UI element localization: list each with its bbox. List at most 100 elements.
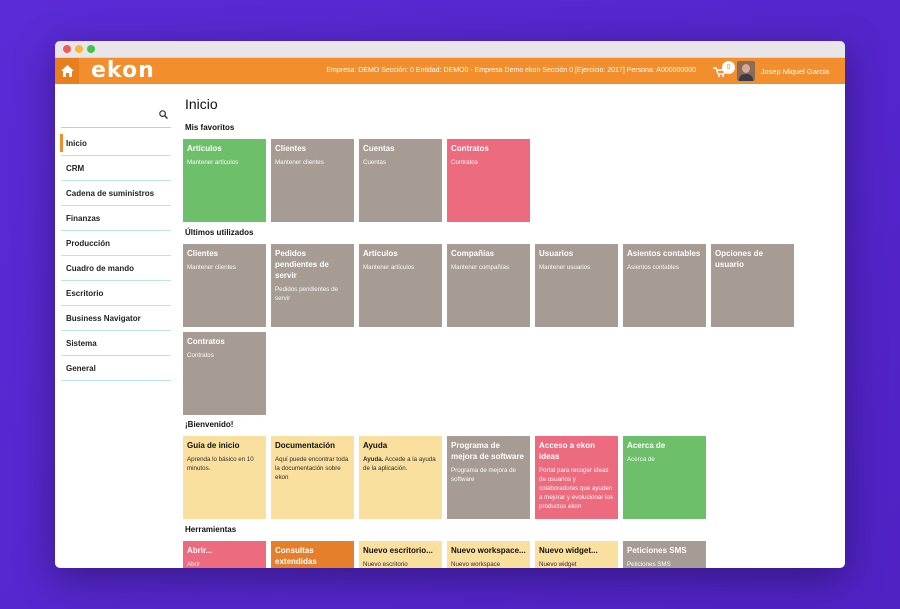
maximize-window-button[interactable] — [87, 45, 95, 53]
tile-subtitle: Portal para recoger ideas de usuarios y … — [539, 467, 613, 510]
tile-subtitle: Pedidos pendientes de servir — [275, 286, 338, 302]
tile-title: Contratos — [187, 337, 225, 346]
tool-tile[interactable]: Consultas extendidas — [271, 541, 354, 568]
welcome-tile[interactable]: Acerca de Acerca de — [623, 436, 706, 519]
tool-tile[interactable]: Nuevo widget... Nuevo widget — [535, 541, 618, 568]
favorite-tile[interactable]: Clientes Mantener clientes — [271, 139, 354, 222]
tile-title: Acerca de — [627, 441, 666, 450]
main-content: Inicio Mis favoritos Artículos Mantener … — [183, 84, 845, 568]
welcome-tile[interactable]: Programa de mejora de software Programa … — [447, 436, 530, 519]
tile-title: Compañías — [451, 249, 495, 258]
tile-subtitle: Mantener clientes — [275, 159, 324, 166]
tile-subtitle: Abrir — [187, 561, 201, 568]
tool-tile[interactable]: Nuevo escritorio... Nuevo escritorio — [359, 541, 442, 568]
tile-title: Usuarios — [539, 249, 574, 258]
tile-subtitle: Peticiones SMS — [627, 561, 671, 568]
sidebar-item-cuadro-de-mando[interactable]: Cuadro de mando — [61, 256, 171, 281]
recent-tile[interactable]: Compañías Mantener compañías — [447, 244, 530, 327]
tile-subtitle: Programa de mejora de software — [451, 467, 517, 483]
tile-title: Pedidos pendientes de servir — [275, 249, 329, 280]
sidebar-item-general[interactable]: General — [61, 356, 171, 381]
search-icon — [159, 110, 168, 119]
recent-tile[interactable]: Contratos Contratos — [183, 332, 266, 415]
tile-subtitle-text: Accede a la ayuda de la aplicación. — [363, 456, 436, 472]
tile-subtitle: Asientos contables — [627, 264, 679, 271]
tile-title: Nuevo escritorio... — [363, 546, 433, 555]
tools-section-title: Herramientas — [185, 525, 237, 534]
tile-title: Peticiones SMS — [627, 546, 687, 555]
tile-subtitle: Contratos — [451, 159, 478, 166]
recent-tile[interactable]: Asientos contables Asientos contables — [623, 244, 706, 327]
sidebar-item-escritorio[interactable]: Escritorio — [61, 281, 171, 306]
sidebar-item-crm[interactable]: CRM — [61, 156, 171, 181]
tile-subtitle: Nuevo widget — [539, 561, 577, 568]
sidebar-item-produccion[interactable]: Producción — [61, 231, 171, 256]
sidebar-item-cadena-suministros[interactable]: Cadena de suministros — [61, 181, 171, 206]
tile-title: Abrir... — [187, 546, 213, 555]
welcome-tile[interactable]: Guía de inicio Aprenda lo básico en 10 m… — [183, 436, 266, 519]
app-header: ekon Empresa: DEMO Sección: 0 Entidad: D… — [55, 58, 845, 84]
recent-tile[interactable]: Clientes Mantener clientes — [183, 244, 266, 327]
tile-title: Guía de inicio — [187, 441, 240, 450]
tool-tile[interactable]: Peticiones SMS Peticiones SMS — [623, 541, 706, 568]
recent-tile[interactable]: Pedidos pendientes de servir Pedidos pen… — [271, 244, 354, 327]
recent-section-title: Últimos utilizados — [185, 228, 254, 237]
recent-tile[interactable]: Artículos Mantener artículos — [359, 244, 442, 327]
browser-window: ekon Empresa: DEMO Sección: 0 Entidad: D… — [55, 41, 845, 568]
close-window-button[interactable] — [63, 45, 71, 53]
tile-title: Ayuda — [363, 441, 388, 450]
tile-title: Programa de mejora de software — [451, 441, 524, 461]
tile-subtitle: Mantener compañías — [451, 264, 510, 271]
sidebar-item-business-navigator[interactable]: Business Navigator — [61, 306, 171, 331]
tile-title: Acceso a ekon ideas — [539, 441, 596, 461]
tool-tile[interactable]: Nuevo workspace... Nuevo workspace — [447, 541, 530, 568]
minimize-window-button[interactable] — [75, 45, 83, 53]
tile-title: Opciones de usuario — [715, 249, 764, 269]
recent-tile[interactable]: Usuarios Mantener usuarios — [535, 244, 618, 327]
tile-title: Consultas extendidas — [275, 546, 317, 566]
ekon-logo: ekon — [91, 58, 155, 83]
tile-title: Artículos — [363, 249, 398, 258]
tile-subtitle: Cuentas — [363, 159, 387, 166]
welcome-tile[interactable]: Ayuda Ayuda. Accede a la ayuda de la apl… — [359, 436, 442, 519]
context-info: Empresa: DEMO Sección: 0 Entidad: DEMO0 … — [326, 67, 696, 74]
tile-subtitle: Aquí puede encontrar toda la documentaci… — [275, 456, 349, 481]
tile-title: Nuevo widget... — [539, 546, 598, 555]
home-icon — [60, 65, 74, 77]
tile-subtitle: Mantener artículos — [363, 264, 415, 271]
tile-subtitle: Aprenda lo básico en 10 minutos. — [187, 456, 254, 472]
tool-tile[interactable]: Abrir... Abrir — [183, 541, 266, 568]
welcome-tile[interactable]: Acceso a ekon ideas Portal para recoger … — [535, 436, 618, 519]
tile-subtitle: Ayuda. Accede a la ayuda de la aplicació… — [363, 455, 438, 473]
home-button[interactable] — [55, 58, 79, 84]
sidebar-nav: Inicio CRM Cadena de suministros Finanza… — [55, 131, 183, 381]
tile-subtitle: Mantener clientes — [187, 264, 236, 271]
welcome-section-title: ¡Bienvenido! — [185, 420, 234, 429]
recent-tile[interactable]: Opciones de usuario — [711, 244, 794, 327]
user-menu[interactable]: Josep Miquel Garcia — [736, 61, 829, 81]
tile-subtitle: Mantener usuarios — [539, 264, 591, 271]
tile-subtitle: Mantener artículos — [187, 159, 239, 166]
favorite-tile[interactable]: Cuentas Cuentas — [359, 139, 442, 222]
tile-title: Nuevo workspace... — [451, 546, 526, 555]
tile-title: Cuentas — [363, 144, 395, 153]
sidebar-item-finanzas[interactable]: Finanzas — [61, 206, 171, 231]
tile-title: Clientes — [187, 249, 219, 258]
tile-title: Contratos — [451, 144, 489, 153]
tile-subtitle: Acerca de — [627, 456, 655, 463]
tile-subtitle-bold: Ayuda. — [363, 456, 384, 463]
window-titlebar — [55, 41, 845, 58]
notifications-button[interactable]: 0 — [713, 61, 735, 79]
sidebar-item-sistema[interactable]: Sistema — [61, 331, 171, 356]
tile-title: Clientes — [275, 144, 307, 153]
favorite-tile[interactable]: Contratos Contratos — [447, 139, 530, 222]
tile-title: Documentación — [275, 441, 336, 450]
avatar — [736, 61, 755, 81]
favorite-tile[interactable]: Artículos Mantener artículos — [183, 139, 266, 222]
sidebar-item-inicio[interactable]: Inicio — [60, 131, 171, 156]
page-title: Inicio — [185, 96, 218, 112]
tile-title: Artículos — [187, 144, 222, 153]
search-input[interactable] — [61, 104, 171, 128]
welcome-tile[interactable]: Documentación Aquí puede encontrar toda … — [271, 436, 354, 519]
user-name: Josep Miquel Garcia — [760, 66, 829, 76]
